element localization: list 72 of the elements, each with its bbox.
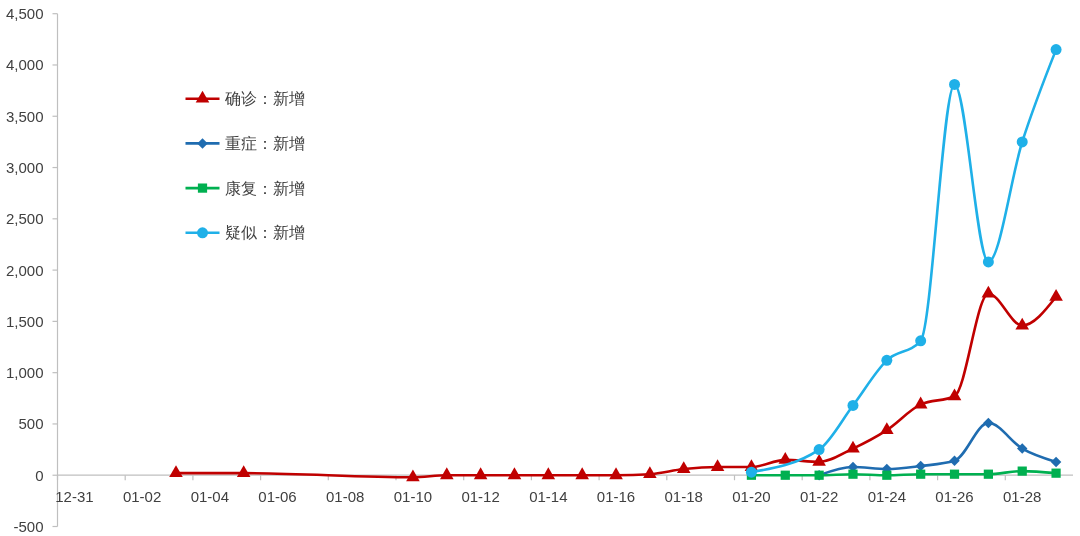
x-tick-label: 01-28 <box>1003 487 1042 505</box>
point <box>575 467 589 480</box>
y-tick-label: 1,000 <box>5 364 44 382</box>
y-tick-label: -500 <box>13 518 44 535</box>
point <box>847 399 859 411</box>
x-tick-label: 01-26 <box>935 487 974 505</box>
point <box>778 451 793 464</box>
point <box>881 354 893 366</box>
x-tick-label: 01-18 <box>664 487 703 505</box>
point <box>981 285 996 298</box>
point <box>949 469 960 479</box>
point <box>1016 136 1028 148</box>
point <box>812 454 826 466</box>
y-tick-label: 0 <box>35 466 44 484</box>
x-tick-label: 01-20 <box>732 487 771 505</box>
point <box>473 467 488 480</box>
point <box>439 467 454 480</box>
point <box>813 444 825 456</box>
point <box>1015 317 1030 330</box>
point <box>609 467 623 480</box>
y-tick-label: 1,500 <box>5 312 44 330</box>
point <box>1050 456 1062 468</box>
point <box>880 422 894 435</box>
point <box>983 469 993 479</box>
point <box>949 78 961 90</box>
legend-label: 疑似：新增 <box>224 224 305 242</box>
y-tick-label: 2,000 <box>5 261 44 279</box>
point <box>848 469 858 479</box>
point <box>780 470 790 480</box>
point <box>710 459 725 471</box>
point <box>1049 288 1063 301</box>
y-tick-label: 3,500 <box>5 107 44 125</box>
point <box>676 461 691 473</box>
point <box>982 256 994 268</box>
x-tick-label: 01-02 <box>122 487 162 505</box>
point <box>916 469 926 479</box>
point <box>169 465 183 478</box>
y-tick-label: 4,000 <box>5 56 44 74</box>
legend-label: 康复：新增 <box>224 179 305 197</box>
point <box>507 467 522 480</box>
y-tick-label: 2,500 <box>5 210 44 228</box>
point <box>1017 466 1027 476</box>
y-tick-label: 3,000 <box>5 159 44 177</box>
point <box>913 396 928 409</box>
point <box>846 440 860 453</box>
x-tick-label: 01-10 <box>393 487 433 505</box>
point <box>745 466 757 478</box>
point <box>915 335 927 347</box>
x-tick-label: 01-16 <box>596 487 636 505</box>
x-tick-label: 01-08 <box>326 487 365 505</box>
point <box>882 470 892 480</box>
point <box>541 467 556 480</box>
x-tick-label: 12-31 <box>55 487 94 505</box>
point <box>1016 443 1028 454</box>
point <box>1051 468 1061 478</box>
y-tick-label: 500 <box>18 415 44 433</box>
x-tick-label: 01-06 <box>258 487 297 505</box>
point <box>643 466 657 479</box>
legend-label: 确诊：新增 <box>223 90 305 108</box>
point <box>406 469 420 482</box>
x-tick-label: 01-24 <box>867 487 907 505</box>
legend-label: 重症：新增 <box>224 134 305 152</box>
point <box>949 455 960 467</box>
x-tick-label: 01-04 <box>190 487 230 505</box>
point <box>947 388 962 401</box>
x-tick-label: 01-22 <box>799 487 839 505</box>
point <box>236 465 251 478</box>
y-tick-label: 4,500 <box>5 5 44 23</box>
x-tick-label: 01-12 <box>461 487 500 505</box>
point <box>983 417 994 429</box>
point <box>1050 44 1062 56</box>
x-tick-label: 01-14 <box>529 487 568 505</box>
